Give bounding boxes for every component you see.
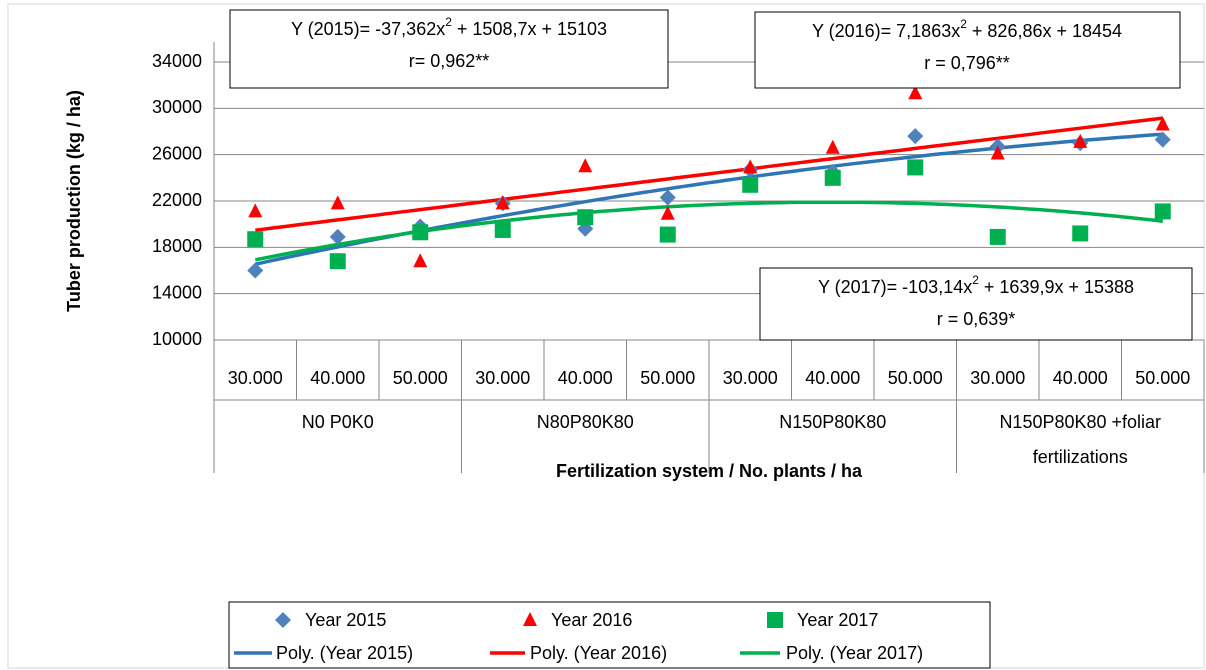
correlation: r = 0,639* [937, 309, 1016, 329]
data-point [329, 253, 346, 270]
trendline [255, 116, 1164, 232]
data-point [413, 253, 428, 268]
y-tick-label: 10000 [152, 329, 202, 349]
legend-label: Year 2017 [797, 610, 878, 630]
group-label: N150P80K80 +foliar [999, 412, 1161, 432]
annotation-box [759, 267, 1193, 341]
superscript: 2 [445, 15, 452, 29]
group-label: N80P80K80 [537, 412, 634, 432]
data-point [825, 139, 840, 154]
data-point [412, 224, 429, 241]
x-tick-label: 40.000 [805, 368, 860, 388]
data-point [330, 195, 345, 210]
y-tick-label: 18000 [152, 236, 202, 256]
y-axis-label: Tuber production (kg / ha) [64, 90, 84, 312]
data-point [1154, 203, 1171, 220]
x-tick-label: 30.000 [970, 368, 1025, 388]
legend [228, 601, 991, 669]
x-tick-label: 30.000 [723, 368, 778, 388]
equation-part: Y (2015)= -37,362x [291, 19, 445, 39]
equation: Y (2016)= 7,1863x2 + 826,86x + 18454 [812, 17, 1122, 41]
data-point [494, 221, 511, 238]
data-point [1155, 116, 1170, 131]
legend-marker [523, 612, 537, 626]
y-tick-label: 14000 [152, 282, 202, 302]
superscript: 2 [972, 273, 979, 287]
data-point [824, 169, 841, 186]
data-point [743, 159, 758, 174]
legend-label: Poly. (Year 2017) [786, 643, 923, 663]
legend-label: Year 2016 [551, 610, 632, 630]
y-tick-label: 34000 [152, 51, 202, 71]
data-point [990, 145, 1005, 160]
data-point [659, 189, 676, 206]
equation: Y (2015)= -37,362x2 + 1508,7x + 15103 [291, 15, 607, 39]
data-point [247, 262, 264, 279]
legend-label: Poly. (Year 2016) [530, 643, 667, 663]
equation: Y (2017)= -103,14x2 + 1639,9x + 15388 [818, 273, 1134, 297]
equation-part: + 1639,9x + 15388 [979, 277, 1134, 297]
equation-part: + 1508,7x + 15103 [452, 19, 607, 39]
x-tick-label: 50.000 [640, 368, 695, 388]
x-tick-label: 40.000 [558, 368, 613, 388]
y-tick-label: 30000 [152, 97, 202, 117]
legend-label: Year 2015 [305, 610, 386, 630]
data-point [907, 159, 924, 176]
group-label: N0 P0K0 [302, 412, 374, 432]
data-point [1154, 131, 1171, 148]
trendline [254, 200, 1163, 262]
x-tick-label: 50.000 [888, 368, 943, 388]
correlation: r = 0,796** [924, 53, 1010, 73]
data-point [908, 85, 923, 100]
data-point [989, 228, 1006, 245]
x-tick-label: 30.000 [475, 368, 530, 388]
data-point [742, 176, 759, 193]
data-point [247, 231, 264, 248]
correlation: r= 0,962** [409, 51, 490, 71]
group-label: fertilizations [1033, 447, 1128, 467]
data-point [495, 195, 510, 210]
data-point [329, 228, 346, 245]
data-point [660, 205, 675, 220]
group-label: N150P80K80 [779, 412, 886, 432]
x-tick-label: 40.000 [310, 368, 365, 388]
legend-marker [275, 612, 291, 628]
annotation-box [754, 11, 1181, 89]
data-point [659, 226, 676, 243]
data-point [578, 158, 593, 173]
data-point [248, 203, 263, 218]
y-tick-label: 22000 [152, 190, 202, 210]
x-tick-label: 50.000 [1135, 368, 1190, 388]
legend-label: Poly. (Year 2015) [276, 643, 413, 663]
equation-part: + 826,86x + 18454 [967, 21, 1122, 41]
y-tick-label: 26000 [152, 143, 202, 163]
x-tick-label: 50.000 [393, 368, 448, 388]
data-point [1072, 225, 1089, 242]
equation-part: Y (2016)= 7,1863x [812, 21, 960, 41]
x-tick-label: 30.000 [228, 368, 283, 388]
legend-marker [767, 612, 783, 628]
equation-part: Y (2017)= -103,14x [818, 277, 972, 297]
data-point [1073, 133, 1088, 148]
x-tick-label: 40.000 [1053, 368, 1108, 388]
superscript: 2 [960, 17, 967, 31]
data-point [907, 128, 924, 145]
data-point [577, 209, 594, 226]
annotation-box [229, 9, 669, 89]
